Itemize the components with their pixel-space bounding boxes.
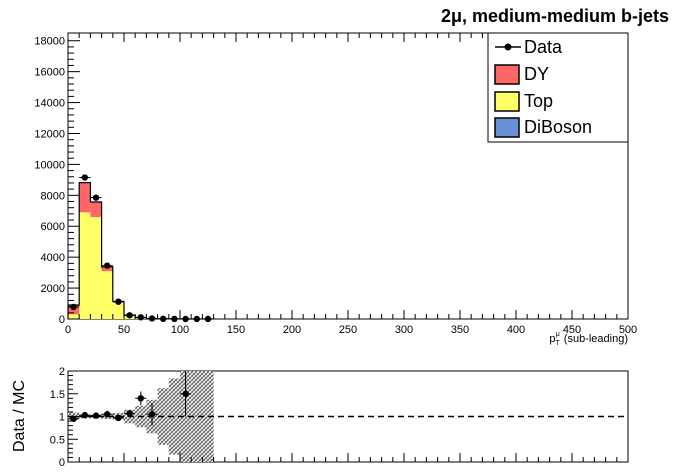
ratio-y-tick-label: 2	[59, 366, 65, 378]
y-tick-label: 6000	[41, 221, 65, 233]
y-tick-label: 12000	[34, 128, 65, 140]
legend-marker-data-point	[504, 43, 512, 51]
bar-top	[90, 216, 102, 319]
y-tick-label: 14000	[34, 98, 65, 110]
legend-swatch-dy	[494, 64, 520, 85]
data-point	[160, 315, 167, 323]
ratio-point	[115, 414, 122, 422]
data-point	[182, 315, 189, 323]
legend-label-data: Data	[524, 37, 563, 57]
ratio-y-tick-label: 1.5	[50, 389, 65, 401]
data-point	[204, 315, 212, 323]
ratio-point	[137, 395, 144, 402]
x-tick-label: 150	[227, 324, 245, 336]
data-point	[137, 314, 144, 321]
ratio-point	[81, 411, 89, 419]
y-axis: 0 2000 4000 6000 8000 10000 12000 14000 16000 180…	[34, 36, 80, 326]
ratio-point	[104, 411, 111, 418]
ratio-point	[70, 415, 77, 422]
ratio-point	[182, 390, 189, 397]
bar-dy	[101, 267, 113, 272]
y-tick-label: 4000	[41, 252, 65, 264]
ratio-y-tick-label: 0	[59, 457, 65, 469]
legend-label-top: Top	[524, 91, 553, 111]
x-tick-label: 450	[563, 324, 581, 336]
x-tick-label: 400	[507, 324, 525, 336]
data-point	[148, 315, 156, 322]
x-tick-label: 250	[339, 324, 357, 336]
x-tick-label: 300	[395, 324, 413, 336]
legend-label-diboson: DiBoson	[524, 117, 592, 137]
legend-swatch-top	[494, 91, 520, 112]
bar-top	[101, 271, 113, 319]
data-point	[104, 262, 111, 269]
data-point	[171, 315, 178, 323]
chart-title: 2μ, medium-medium b-jets	[441, 6, 669, 26]
bar-top	[68, 314, 80, 319]
ratio-y-axis-label: Data / MC	[11, 380, 28, 452]
y-tick-label: 2000	[41, 283, 65, 295]
data-point	[126, 312, 133, 319]
ratio-y-tick-label: 0.5	[50, 434, 65, 446]
x-tick-label: 0	[65, 324, 71, 336]
data-point	[92, 194, 100, 201]
bar-top	[112, 302, 124, 319]
legend-swatch-diboson	[494, 117, 520, 138]
y-tick-label: 8000	[41, 190, 65, 202]
ratio-y-tick-label: 1	[59, 412, 65, 424]
mc-uncertainty-band	[191, 371, 203, 462]
x-axis-label: pTμ (sub-leading)	[549, 331, 628, 347]
data-point	[115, 298, 122, 305]
x-tick-label: 200	[283, 324, 301, 336]
x-tick-label: 50	[118, 324, 130, 336]
x-tick-label: 500	[619, 324, 637, 336]
data-point	[193, 315, 200, 323]
y-tick-label: 10000	[34, 159, 65, 171]
x-tick-label: 100	[171, 324, 189, 336]
ratio-plot: 0 0.5 1 1.5 2 Data / MC	[11, 366, 629, 469]
bar-top	[79, 212, 91, 319]
ratio-point	[92, 412, 100, 419]
data-point	[81, 174, 89, 181]
bar-dy	[79, 182, 91, 213]
y-tick-label: 0	[59, 314, 65, 326]
ratio-point	[126, 410, 133, 417]
legend-label-dy: DY	[524, 64, 549, 84]
x-tick-label: 350	[451, 324, 469, 336]
ratio-point	[148, 411, 156, 418]
bar-dy	[90, 202, 102, 217]
mc-uncertainty-band	[168, 378, 180, 455]
y-tick-label: 18000	[34, 36, 65, 48]
legend: Data DY Top DiBoson	[487, 32, 629, 143]
y-tick-label: 16000	[34, 67, 65, 79]
